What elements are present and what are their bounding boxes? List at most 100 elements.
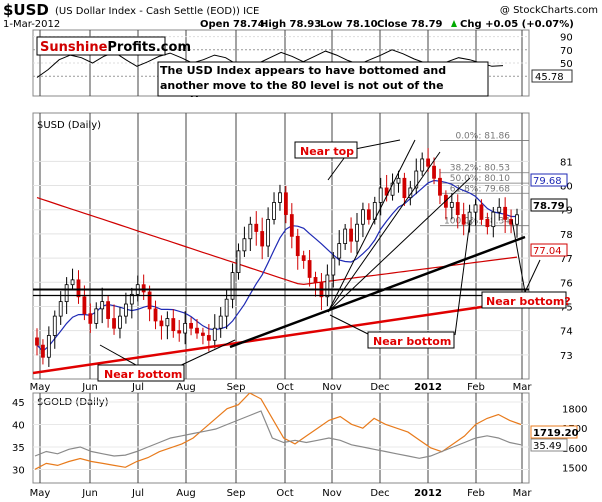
price-axis-ticks: 818079787776757473	[560, 157, 573, 361]
candle-body	[100, 301, 105, 310]
candle-body	[236, 250, 241, 274]
candle-body	[438, 177, 442, 196]
fib-label-3: 61.8%: 79.68	[450, 184, 511, 194]
candle-body	[503, 206, 508, 220]
candle-body	[248, 223, 253, 240]
logo-box	[36, 36, 166, 56]
candle-body	[165, 318, 170, 327]
price-tick-0: 81	[560, 157, 573, 168]
fib-label-2: 50.0%: 80.10	[450, 174, 511, 184]
candle-body	[301, 255, 306, 261]
candle-body	[343, 228, 348, 244]
candle-body	[402, 177, 407, 199]
candle-body	[313, 277, 318, 283]
gold-right-tick-0: 1800	[562, 405, 587, 416]
candle-body	[479, 204, 484, 220]
month-label-1: Jun	[81, 382, 98, 393]
candle-body	[118, 315, 122, 329]
month-label-6: Nov	[322, 382, 342, 393]
note-box	[157, 61, 489, 97]
candle-body	[159, 320, 164, 327]
candle-body	[266, 218, 271, 247]
candle-body	[497, 206, 502, 213]
main-note: The USD Index appears to have bottomed a…	[160, 64, 447, 97]
gold-left-tick-2: 35	[12, 443, 25, 454]
near-bottom-mid-label: Near bottom	[373, 335, 451, 348]
month-bottom-label-3: Aug	[176, 488, 196, 499]
month-bottom-label-5: Oct	[276, 488, 293, 499]
candle-body	[46, 335, 51, 358]
candle-body	[141, 284, 146, 293]
fan-line-3	[327, 177, 471, 313]
month-bottom-label-2: Jul	[131, 488, 144, 499]
rsi-tick-1: 70	[560, 46, 573, 57]
price-tick-4: 77	[560, 254, 573, 265]
candle-body	[289, 214, 294, 237]
quote-low: Low 78.10	[320, 19, 378, 30]
fib-label-0: 0.0%: 81.86	[455, 132, 510, 142]
sma-50-line	[36, 179, 517, 353]
near-bottom-right-annotation: Near bottom?	[481, 219, 571, 309]
month-label-5: Oct	[276, 382, 293, 393]
month-gridlines	[39, 30, 523, 483]
gold-left-tick-1: 40	[12, 421, 25, 432]
month-bottom-label-4: Sep	[227, 488, 246, 499]
candle-body	[325, 274, 330, 298]
gold-last-badge	[530, 425, 578, 439]
candle-body	[283, 192, 288, 215]
candle-body	[94, 308, 99, 324]
last-close-label: 78.79	[533, 201, 565, 212]
sma-long-badge	[530, 243, 568, 257]
x-axis-months-bottom: May Jun Jul Aug Sep Oct Nov Dec 2012 Feb Mar	[30, 488, 533, 499]
logo: SunshineProfits.com	[40, 40, 191, 55]
candle-body	[88, 313, 93, 324]
sma-long-label: 77.04	[533, 246, 562, 257]
gold-left-tick-3: 30	[12, 466, 25, 477]
month-label-0: May	[30, 382, 51, 393]
quote-chg: Chg +0.05 (+0.07%)	[460, 19, 574, 30]
candle-body	[106, 301, 111, 319]
near-top-label: Near top	[300, 145, 354, 158]
chart-subtitle: (US Dollar Index - Cash Settle (EOD)) IC…	[55, 6, 259, 17]
candle-body	[331, 257, 336, 276]
month-label-3: Aug	[176, 382, 196, 393]
candle-body	[35, 337, 39, 346]
month-bottom-label-6: Nov	[322, 488, 342, 499]
candle-body	[473, 204, 478, 213]
near-bottom-left-label: Near bottom	[104, 368, 182, 381]
candle-body	[70, 279, 75, 286]
fan-line-1	[327, 139, 416, 313]
gold-right-tick-3: 1500	[562, 463, 587, 474]
price-tick-5: 76	[560, 278, 573, 289]
price-tick-1: 80	[560, 182, 573, 193]
chart-title: $USD	[3, 1, 49, 19]
candle-body	[82, 296, 87, 315]
logo-part-2: Profits.com	[107, 40, 191, 55]
candle-body	[432, 165, 436, 179]
month-label-8: 2012	[414, 382, 442, 393]
sma-200-line	[36, 197, 518, 286]
candle-body	[426, 158, 431, 167]
price-panel-frame	[32, 112, 530, 380]
candle-body	[242, 238, 247, 252]
price-tick-3: 78	[560, 230, 573, 241]
price-panel-label: $USD (Daily)	[37, 120, 101, 131]
candle-body	[129, 293, 134, 305]
last-close-badge	[530, 198, 568, 212]
candle-body	[378, 187, 383, 203]
candle-body	[64, 284, 69, 303]
rsi-tick-0: 90	[560, 33, 573, 44]
candle-body	[147, 291, 152, 310]
x-axis-months-price: May Jun Jul Aug Sep Oct Nov Dec 2012 Feb Mar	[30, 382, 533, 393]
fan-line-2	[327, 151, 441, 313]
rsi-last-badge	[531, 69, 573, 83]
month-label-10: Mar	[513, 382, 533, 393]
quote-open: Open 78.74	[200, 19, 265, 30]
candle-body	[171, 318, 176, 332]
candle-body	[278, 192, 282, 203]
quote-close: Close 78.79	[377, 19, 443, 30]
chart-date: 1-Mar-2012	[3, 19, 60, 30]
candle-body	[420, 158, 425, 172]
quote-high: High 78.93	[260, 19, 321, 30]
